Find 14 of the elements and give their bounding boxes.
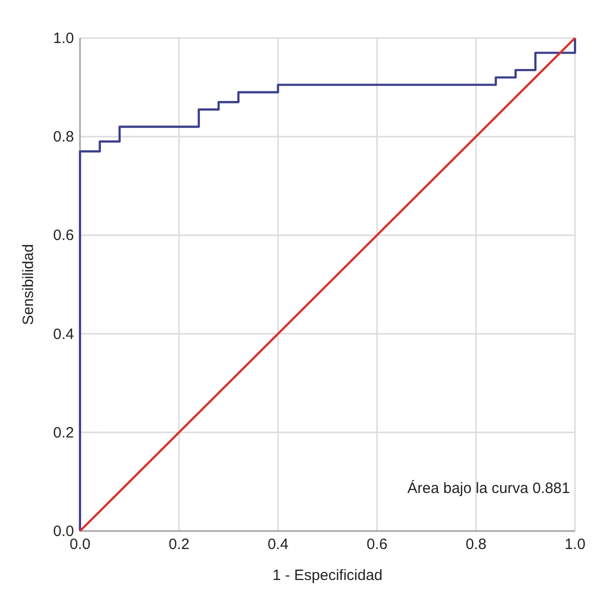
x-tick-label: 0.2 — [168, 536, 190, 553]
x-tick-label: 1.0 — [564, 536, 586, 553]
line-series — [78, 36, 576, 532]
x-tick-label: 0.8 — [466, 536, 486, 553]
y-tick-label: 0.2 — [53, 424, 74, 442]
x-axis-title: 1 - Especificidad — [272, 567, 383, 584]
annotation: Área bajo la curva 0.881 — [407, 479, 570, 497]
x-tick-label: 0.6 — [366, 536, 388, 553]
y-tick-label: 0.4 — [53, 326, 74, 343]
y-tick-label: 0.8 — [53, 128, 74, 146]
y-tick-label: 0.6 — [53, 227, 74, 244]
y-tick-label: 1.0 — [53, 30, 74, 47]
y-axis-title: Sensibilidad — [20, 244, 37, 325]
x-tick-label: 0.4 — [268, 536, 288, 553]
